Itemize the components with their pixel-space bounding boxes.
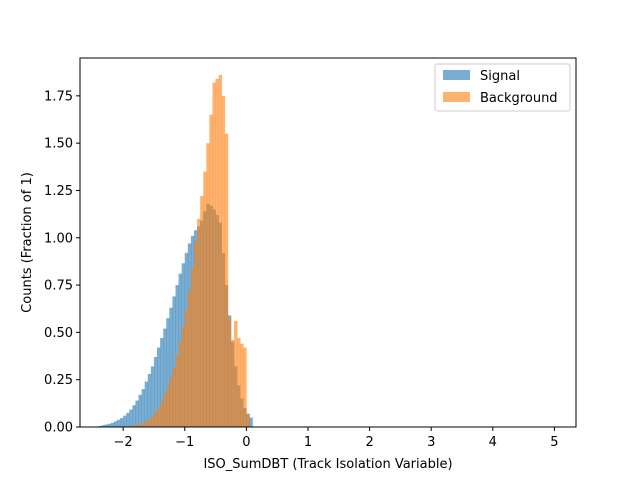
legend-swatch-signal xyxy=(443,70,470,80)
x-axis-ticks: −2 −1 0 1 2 3 4 5 xyxy=(114,427,559,450)
background-bar xyxy=(129,425,133,427)
x-tick-label: 2 xyxy=(365,435,373,450)
background-bar xyxy=(221,95,226,427)
x-tick-label: −1 xyxy=(175,435,194,450)
background-bar xyxy=(197,218,201,427)
background-bar xyxy=(169,377,173,427)
background-bar xyxy=(138,423,142,427)
background-bar xyxy=(166,387,170,427)
x-tick-label: 1 xyxy=(304,435,312,450)
background-bar xyxy=(135,424,139,427)
y-tick-label: 0.50 xyxy=(44,326,73,341)
signal-bar xyxy=(104,424,109,427)
y-tick-label: 1.75 xyxy=(44,89,73,104)
background-bar xyxy=(172,368,176,427)
background-bar xyxy=(218,75,223,427)
background-bar xyxy=(144,421,149,427)
signal-bar xyxy=(166,318,170,427)
x-tick-label: 0 xyxy=(242,435,250,450)
y-axis-ticks: 0.00 0.25 0.50 0.75 1.00 1.25 1.50 1.75 xyxy=(44,89,80,436)
background-bar xyxy=(224,133,229,427)
background-bar xyxy=(190,268,195,427)
x-tick-label: 5 xyxy=(550,435,558,450)
legend-swatch-background xyxy=(443,92,470,102)
signal-bar xyxy=(157,347,161,427)
signal-bar xyxy=(153,356,158,427)
background-bar xyxy=(160,402,164,427)
bars-layer xyxy=(98,75,253,428)
signal-bar xyxy=(120,418,124,427)
x-tick-label: 3 xyxy=(427,435,435,450)
signal-bar xyxy=(150,366,155,427)
legend-label-background: Background xyxy=(480,91,558,106)
signal-bar xyxy=(132,405,136,427)
plot-frame xyxy=(79,57,577,428)
background-bar xyxy=(209,114,213,428)
background-bar xyxy=(237,338,241,427)
y-tick-label: 1.00 xyxy=(44,231,73,246)
x-axis-label: ISO_SumDBT (Track Isolation Variable) xyxy=(203,457,452,472)
legend: Signal Background xyxy=(434,63,571,112)
background-bar xyxy=(132,425,136,427)
background-bar xyxy=(157,408,161,427)
background-bar xyxy=(200,196,204,427)
background-bar xyxy=(178,341,182,427)
signal-bar xyxy=(147,374,152,427)
series-background xyxy=(126,75,250,428)
background-bar xyxy=(193,241,198,427)
signal-bar xyxy=(107,423,112,427)
y-axis-label: Counts (Fraction of 1) xyxy=(20,172,35,313)
background-bar xyxy=(181,326,186,427)
background-bar xyxy=(187,290,192,427)
background-bar xyxy=(240,343,244,427)
signal-bar xyxy=(172,296,176,427)
signal-bar xyxy=(123,415,127,427)
signal-bar xyxy=(101,425,105,427)
signal-bar xyxy=(138,394,142,427)
y-tick-label: 1.50 xyxy=(44,137,73,152)
background-bar xyxy=(203,171,207,427)
signal-bar xyxy=(113,421,118,427)
background-bar xyxy=(212,82,216,427)
y-tick-label: 0.75 xyxy=(44,279,73,294)
background-bar xyxy=(141,422,145,427)
signal-bar xyxy=(135,400,139,427)
background-bar xyxy=(153,412,158,427)
background-bar xyxy=(246,413,250,427)
background-bar xyxy=(175,355,179,427)
x-tick-label: −2 xyxy=(114,435,133,450)
background-bar xyxy=(215,78,219,427)
signal-bar xyxy=(160,338,164,427)
y-tick-label: 0.00 xyxy=(44,421,73,436)
legend-label-signal: Signal xyxy=(480,69,520,84)
background-bar xyxy=(206,143,210,427)
signal-bar xyxy=(141,389,145,427)
signal-bar xyxy=(169,307,173,427)
signal-bar xyxy=(116,419,121,427)
background-bar xyxy=(184,309,189,427)
y-tick-label: 0.25 xyxy=(44,373,73,388)
x-tick-label: 4 xyxy=(489,435,497,450)
signal-bar xyxy=(110,422,115,427)
signal-bar xyxy=(249,417,253,427)
signal-bar xyxy=(129,409,133,427)
signal-bar xyxy=(163,328,167,427)
signal-bar xyxy=(144,381,149,427)
background-bar xyxy=(230,339,235,427)
background-bar xyxy=(147,419,152,427)
background-bar xyxy=(150,416,155,427)
y-tick-label: 1.25 xyxy=(44,184,73,199)
signal-bar xyxy=(126,412,130,427)
background-bar xyxy=(243,347,247,427)
background-bar xyxy=(234,321,238,427)
background-bar xyxy=(163,394,167,427)
background-bar xyxy=(227,317,232,427)
